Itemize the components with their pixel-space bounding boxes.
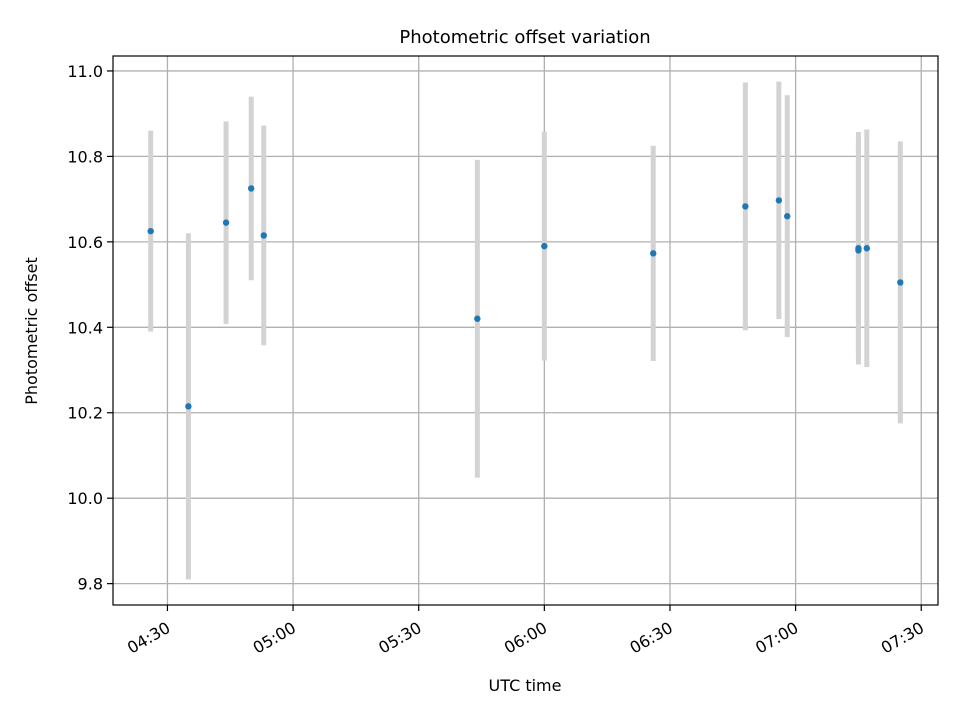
data-point (185, 403, 192, 410)
y-tick-label: 10.8 (67, 147, 103, 166)
data-points (147, 185, 904, 410)
y-tick-label: 10.0 (67, 489, 103, 508)
data-point (541, 242, 548, 250)
y-axis-ticks: 9.8 10.0 10.2 10.4 10.6 10.8 11.0 (67, 62, 113, 594)
data-point (775, 197, 783, 204)
data-point (260, 232, 267, 239)
y-axis-title: Photometric offset (22, 257, 41, 405)
y-tick-label: 11.0 (67, 62, 103, 81)
data-point (147, 227, 154, 235)
plot-frame (112, 55, 939, 606)
data-point (222, 219, 230, 226)
y-tick-label: 10.6 (67, 233, 103, 252)
data-point (650, 250, 657, 257)
data-point (474, 315, 481, 322)
data-point (863, 245, 871, 252)
data-point (742, 203, 749, 210)
data-point (784, 213, 791, 220)
y-tick-label: 10.2 (67, 404, 103, 423)
data-point (897, 279, 904, 286)
y-tick-label: 9.8 (78, 575, 103, 594)
y-tick-label: 10.4 (67, 318, 103, 337)
data-point (855, 245, 862, 252)
x-axis-title: UTC time (489, 676, 562, 695)
data-point (247, 185, 255, 192)
chart-title: Photometric offset variation (399, 27, 650, 48)
